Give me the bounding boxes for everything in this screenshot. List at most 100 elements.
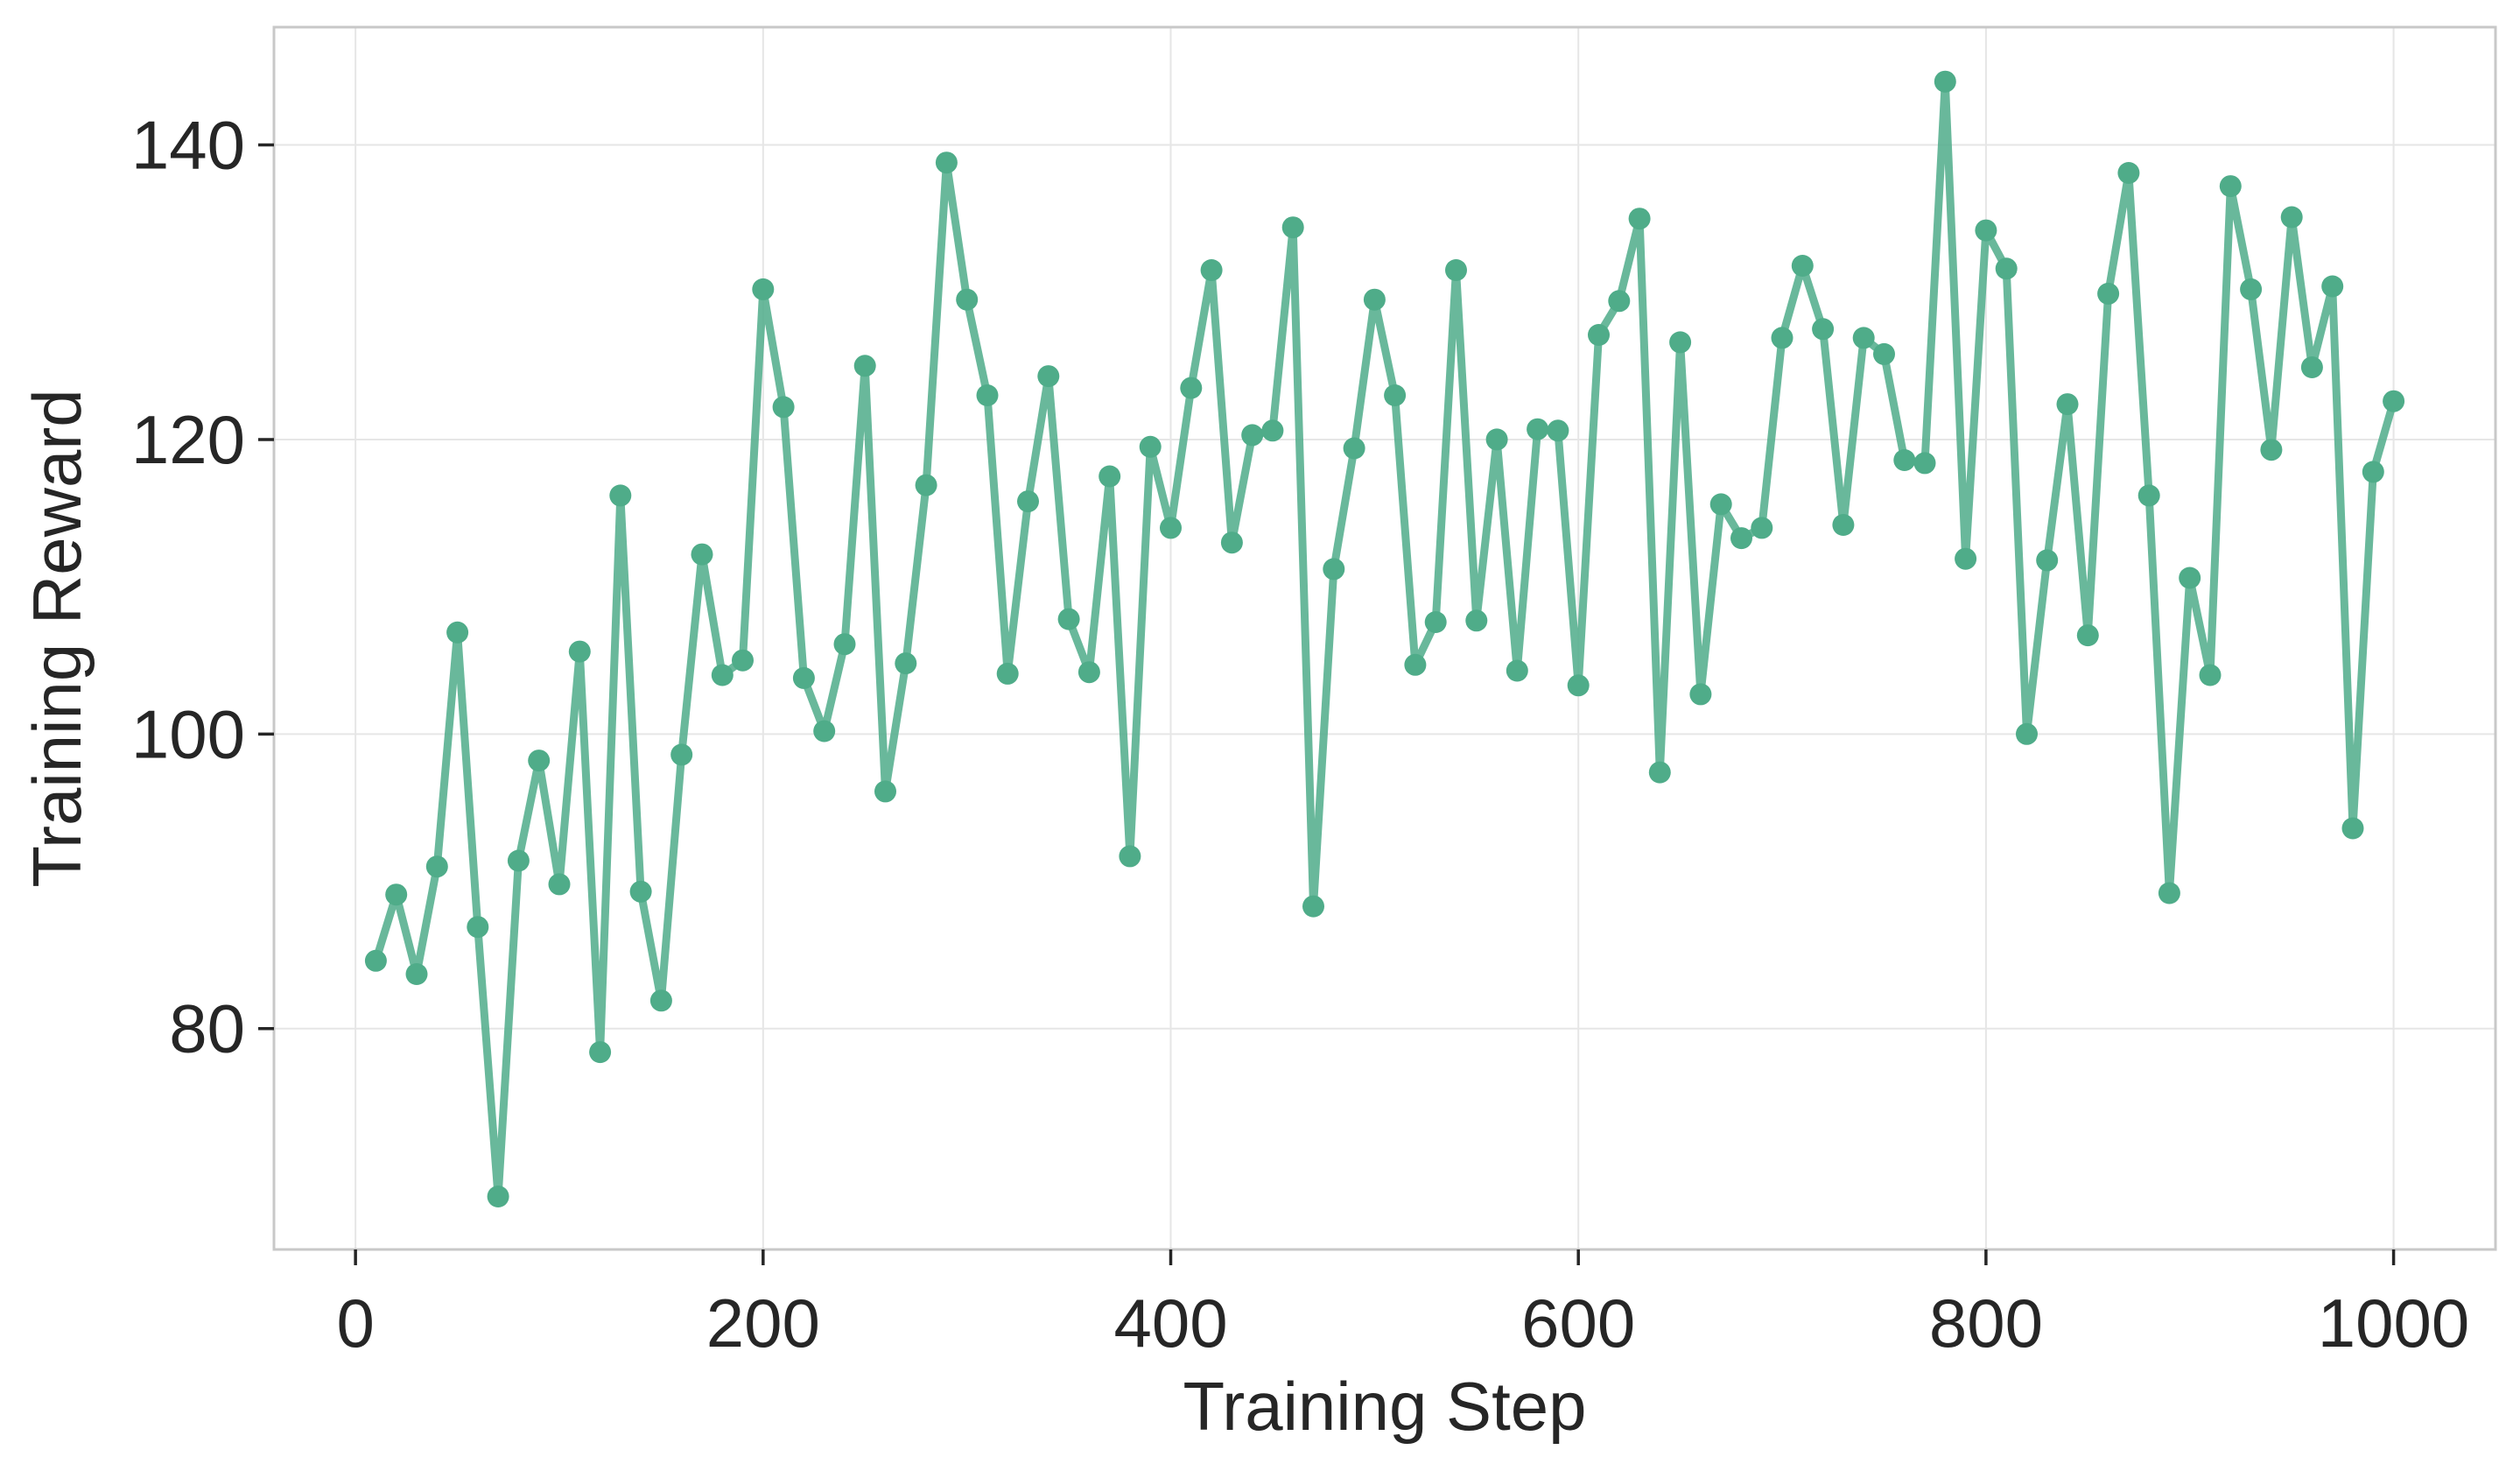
x-tick-label: 600: [1521, 1284, 1635, 1362]
x-tick-label: 400: [1113, 1284, 1227, 1362]
data-point: [1424, 611, 1447, 633]
x-axis-title: Training Step: [1183, 1368, 1586, 1445]
data-point: [425, 855, 448, 878]
data-point: [772, 396, 795, 419]
data-point: [1017, 490, 1039, 513]
data-point: [2158, 882, 2180, 904]
data-point: [1220, 531, 1243, 554]
data-point: [2179, 567, 2201, 589]
data-point: [1812, 318, 1835, 341]
data-point: [853, 355, 876, 377]
data-point: [629, 880, 652, 903]
x-tick-label: 200: [706, 1284, 820, 1362]
series: [364, 70, 2405, 1207]
data-point: [364, 949, 387, 972]
data-point: [1445, 259, 1467, 281]
series-line: [371, 77, 2398, 1200]
axis-ticks: 0 200 400 600 800 1000 80 100 120 140: [131, 107, 2469, 1362]
data-point: [1119, 845, 1141, 868]
data-point: [833, 633, 856, 656]
data-point: [935, 151, 958, 174]
data-point: [711, 664, 734, 686]
data-point: [1567, 674, 1590, 697]
data-point: [1200, 259, 1223, 281]
data-point: [2199, 664, 2222, 686]
data-point: [2321, 275, 2344, 298]
data-point: [1485, 428, 1508, 451]
data-point: [1180, 377, 1203, 399]
data-point: [1160, 517, 1182, 539]
data-point: [976, 384, 999, 406]
data-point: [2016, 722, 2038, 745]
data-point: [691, 543, 713, 566]
data-point: [507, 849, 530, 872]
y-tick-label: 100: [131, 695, 245, 772]
data-point: [874, 780, 896, 803]
data-point: [1689, 683, 1712, 706]
data-point: [1771, 327, 1793, 349]
data-point: [1975, 219, 1997, 242]
y-tick-label: 120: [131, 401, 245, 478]
data-point: [1404, 653, 1427, 676]
data-point: [2341, 817, 2364, 840]
data-point: [2362, 461, 2384, 483]
data-point: [487, 1186, 509, 1207]
data-point: [732, 649, 754, 672]
data-point: [1057, 608, 1080, 630]
x-tick-label: 0: [336, 1284, 374, 1362]
data-point: [1913, 452, 1936, 475]
data-point: [405, 963, 428, 985]
data-point: [1832, 514, 1855, 536]
data-point: [568, 640, 591, 663]
data-point: [1588, 324, 1610, 346]
data-point: [1955, 547, 1977, 570]
y-tick-label: 140: [131, 107, 245, 184]
data-point: [813, 720, 836, 743]
data-point: [1608, 290, 1631, 313]
data-point: [2219, 175, 2242, 198]
data-point: [2383, 390, 2405, 412]
data-point: [2260, 439, 2283, 461]
data-point: [1363, 288, 1386, 311]
data-point: [2137, 484, 2160, 507]
data-point: [2280, 206, 2303, 229]
data-point: [1628, 208, 1651, 230]
y-tick-label: 80: [169, 990, 245, 1067]
data-point: [1730, 527, 1752, 550]
data-point: [895, 652, 917, 675]
data-point: [1281, 216, 1304, 239]
data-point: [1077, 661, 1100, 684]
plot-frame: [272, 25, 2497, 1251]
data-point: [1893, 449, 1916, 471]
data-point: [2117, 162, 2140, 184]
data-point: [2300, 356, 2323, 378]
data-point: [792, 666, 815, 689]
data-point: [996, 662, 1019, 685]
data-point: [467, 916, 489, 939]
data-point: [2097, 282, 2120, 305]
data-point: [1465, 609, 1488, 632]
data-point: [609, 484, 632, 507]
data-point: [649, 989, 672, 1012]
x-tick-label: 1000: [2318, 1284, 2470, 1362]
data-point: [1852, 327, 1875, 349]
data-point: [956, 288, 979, 311]
data-point: [1323, 558, 1345, 581]
data-point: [2076, 624, 2099, 647]
data-point: [1302, 895, 1324, 918]
data-point: [1751, 517, 1773, 539]
data-point: [752, 278, 775, 300]
data-point: [1099, 465, 1121, 488]
data-point: [915, 474, 937, 496]
data-point: [446, 621, 469, 644]
data-point: [1648, 761, 1671, 784]
data-point: [1506, 659, 1528, 682]
data-point: [385, 883, 408, 906]
data-point: [2240, 278, 2263, 300]
data-point: [1241, 424, 1264, 447]
data-point: [1995, 257, 2018, 280]
data-point: [1669, 331, 1692, 354]
data-point: [1873, 342, 1895, 365]
data-point: [1261, 419, 1284, 442]
